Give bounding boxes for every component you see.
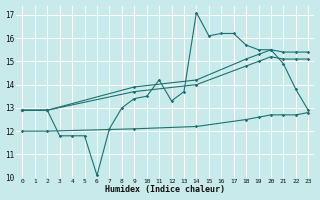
- X-axis label: Humidex (Indice chaleur): Humidex (Indice chaleur): [105, 185, 225, 194]
